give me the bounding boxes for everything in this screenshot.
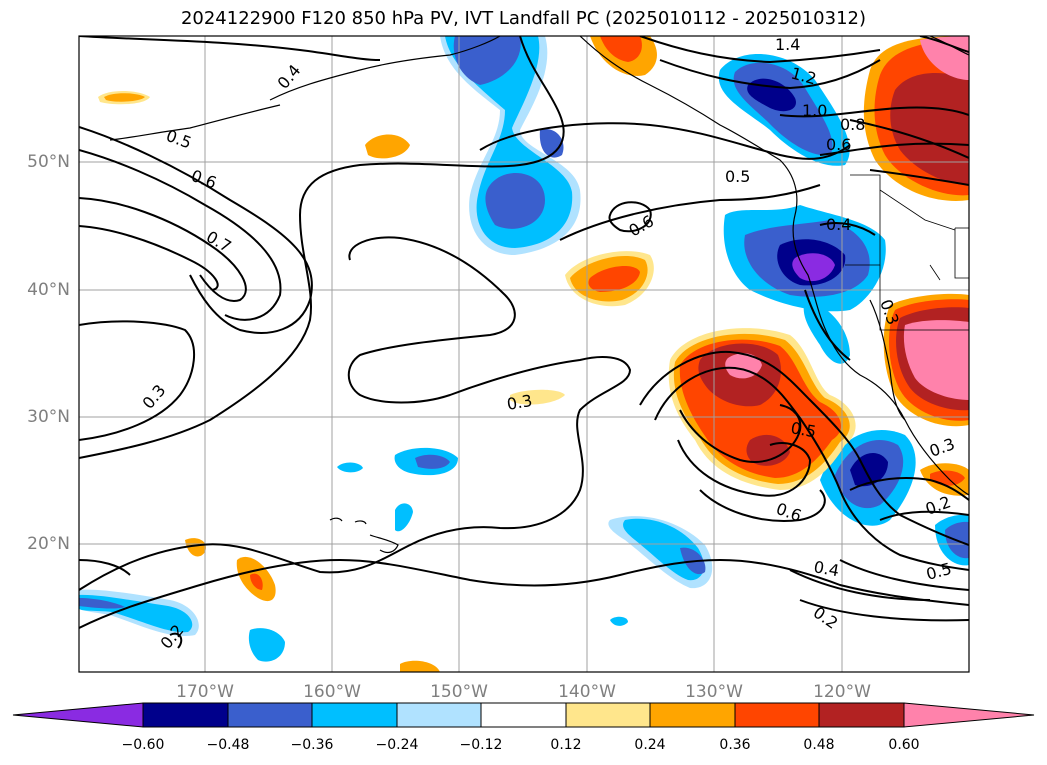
lat-label: 30°N — [27, 407, 70, 427]
lat-label: 50°N — [27, 152, 70, 172]
colorbar-tick-label: −0.24 — [375, 737, 419, 753]
contour-label: 0.6 — [826, 135, 851, 154]
map-title: 2024122900 F120 850 hPa PV, IVT Landfall… — [180, 8, 867, 29]
colorbar — [12, 702, 1035, 728]
lon-label: 170°W — [176, 682, 234, 702]
lon-label: 120°W — [813, 682, 871, 702]
coastlines — [109, 36, 969, 554]
contour-label: 1.4 — [775, 35, 800, 54]
colorbar-tick-label: 0.36 — [719, 737, 751, 753]
lon-label: 130°W — [685, 682, 743, 702]
pv-contours — [79, 36, 969, 649]
colorbar-tick-label: −0.12 — [459, 737, 503, 753]
borders — [845, 174, 969, 331]
contour-label: 0.4 — [812, 557, 840, 580]
colorbar-tick-label: 0.24 — [634, 737, 666, 753]
colorbar-tick-label: −0.36 — [290, 737, 334, 753]
lon-label: 140°W — [558, 682, 616, 702]
colorbar-tick-label: −0.60 — [121, 737, 165, 753]
colorbar-tick-label: 0.60 — [888, 737, 920, 753]
colorbar-tick-label: −0.48 — [206, 737, 250, 753]
colorbar-tick-label: 0.48 — [803, 737, 835, 753]
contour-label: 0.8 — [840, 115, 865, 134]
lat-label: 40°N — [27, 280, 70, 300]
contour-label: 0.5 — [725, 167, 750, 186]
lon-label: 160°W — [303, 682, 361, 702]
lat-label: 20°N — [27, 534, 70, 554]
colorbar-tick-label: 0.12 — [550, 737, 582, 753]
contour-label: 1.0 — [802, 101, 827, 120]
contour-label: 0.3 — [505, 391, 533, 414]
contour-label: 0.4 — [826, 215, 851, 234]
lon-label: 150°W — [430, 682, 488, 702]
contour-label: 0.5 — [789, 418, 817, 441]
map-frame — [78, 35, 970, 673]
graticule — [79, 36, 969, 672]
